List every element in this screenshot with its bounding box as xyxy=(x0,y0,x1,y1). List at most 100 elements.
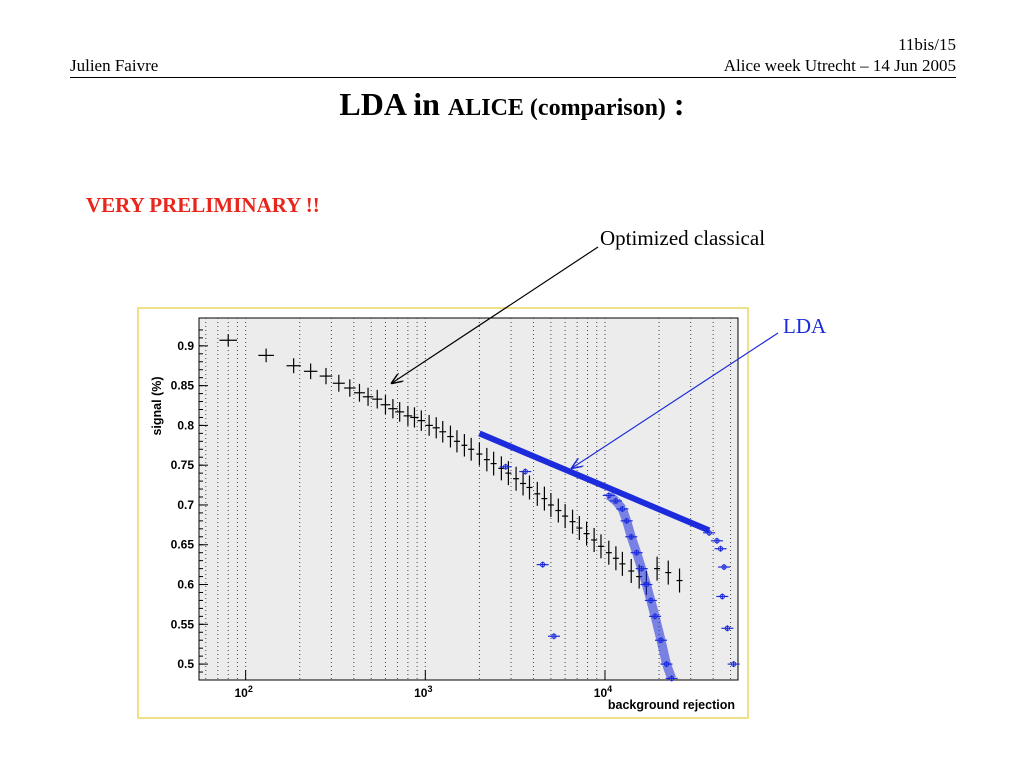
classical-point xyxy=(505,461,512,486)
lda-point xyxy=(727,661,740,668)
classical-point xyxy=(332,374,345,392)
x-axis-title: background rejection xyxy=(608,698,735,712)
classical-point xyxy=(410,407,419,428)
classical-point xyxy=(591,527,598,552)
classical-point xyxy=(258,348,274,363)
classical-point xyxy=(547,492,554,517)
title-part-alice: ALICE (comparison) xyxy=(447,95,666,121)
y-tick-label: 0.75 xyxy=(171,458,195,472)
lda-dense-band xyxy=(656,639,671,666)
classical-point xyxy=(432,417,440,439)
classical-point xyxy=(447,425,454,448)
classical-point xyxy=(344,379,356,397)
annotation-lda: LDA xyxy=(783,314,827,338)
classical-point xyxy=(569,509,576,534)
classical-point xyxy=(654,556,661,581)
classical-point xyxy=(362,387,374,406)
classical-point xyxy=(476,442,483,466)
arrow-to-lda xyxy=(572,332,779,468)
classical-point xyxy=(417,410,426,431)
arrow-to-classical xyxy=(392,246,599,383)
classical-point xyxy=(534,481,541,506)
lda-dense-band xyxy=(626,535,641,555)
header-event-date: Alice week Utrecht – 14 Jun 2005 xyxy=(723,56,956,75)
lda-point xyxy=(499,463,512,470)
slide-title: LDA in ALICE (comparison) : xyxy=(0,86,1024,123)
lda-dense-band xyxy=(632,551,646,570)
classical-point xyxy=(388,399,398,419)
lda-point xyxy=(714,545,727,552)
lda-point xyxy=(718,564,731,571)
y-tick-label: 0.65 xyxy=(171,538,195,552)
lda-dense-band xyxy=(637,567,651,586)
lda-point xyxy=(710,537,723,544)
lda-dense-band xyxy=(642,583,656,602)
classical-point xyxy=(526,475,533,500)
classical-point xyxy=(520,471,527,496)
classical-point xyxy=(319,367,333,385)
classical-point xyxy=(425,414,433,436)
plot-area xyxy=(198,317,739,681)
classical-point xyxy=(453,430,461,453)
classical-point xyxy=(612,546,619,571)
lda-dense-band xyxy=(622,519,636,539)
y-tick-label: 0.6 xyxy=(177,578,194,592)
preliminary-warning: VERY PRELIMINARY !! xyxy=(86,193,320,217)
y-tick-label: 0.5 xyxy=(177,657,194,671)
classical-point xyxy=(380,395,391,415)
classical-point xyxy=(461,434,468,457)
title-part-lda: LDA in xyxy=(339,86,448,122)
classical-point xyxy=(562,504,569,529)
classical-point xyxy=(219,334,238,347)
lda-dense-band xyxy=(662,662,676,680)
classical-point xyxy=(403,405,413,426)
lda-dense-band xyxy=(650,615,666,642)
classical-point xyxy=(555,498,562,523)
classical-point xyxy=(583,521,590,546)
classical-point xyxy=(513,466,520,491)
classical-point xyxy=(597,534,604,559)
lda-point xyxy=(716,593,729,600)
chart-frame: 0.5 0.55 0.6 0.65 0.7 0.75 0.8 0.85 0.9 102 103 104… xyxy=(137,307,749,719)
header-author: Julien Faivre xyxy=(70,56,159,75)
classical-point xyxy=(605,540,612,565)
lda-dense-band xyxy=(646,599,660,618)
classical-point xyxy=(286,358,301,374)
lda-point xyxy=(536,561,549,568)
classical-point xyxy=(439,421,447,443)
y-tick-label: 0.85 xyxy=(171,379,195,393)
classical-point xyxy=(619,551,626,576)
y-tick-label: 0.55 xyxy=(171,617,195,631)
classical-point xyxy=(468,437,475,461)
classical-point xyxy=(372,389,383,409)
classical-point xyxy=(353,383,365,402)
title-part-colon: : xyxy=(665,86,685,122)
y-tick-label: 0.9 xyxy=(177,339,194,353)
y-axis-title: signal (%) xyxy=(150,376,164,435)
lda-highlight-line xyxy=(478,430,711,534)
classical-point xyxy=(303,363,318,380)
y-tick-label: 0.7 xyxy=(177,498,194,512)
y-tick-label: 0.8 xyxy=(177,418,194,432)
header-page-number: 11bis/15 xyxy=(898,35,956,54)
classical-point xyxy=(498,456,505,481)
annotation-optimized-classical: Optimized classical xyxy=(600,226,766,250)
lda-point xyxy=(703,529,716,536)
lda-point xyxy=(547,633,560,640)
classical-point xyxy=(576,516,583,541)
classical-point xyxy=(628,559,635,584)
classical-point xyxy=(483,447,490,472)
classical-point xyxy=(395,402,405,422)
lda-dense-band xyxy=(612,498,626,512)
lda-dense-band xyxy=(618,507,631,523)
classical-point xyxy=(665,560,672,585)
classical-point xyxy=(676,568,683,593)
classical-point xyxy=(490,451,497,476)
classical-point xyxy=(541,486,548,511)
lda-point xyxy=(519,468,532,475)
header-rule xyxy=(70,77,956,78)
lda-point xyxy=(721,625,734,632)
lda-dense-band xyxy=(606,491,619,505)
